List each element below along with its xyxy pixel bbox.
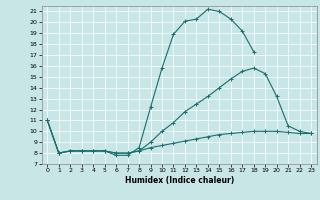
X-axis label: Humidex (Indice chaleur): Humidex (Indice chaleur) bbox=[124, 176, 234, 185]
